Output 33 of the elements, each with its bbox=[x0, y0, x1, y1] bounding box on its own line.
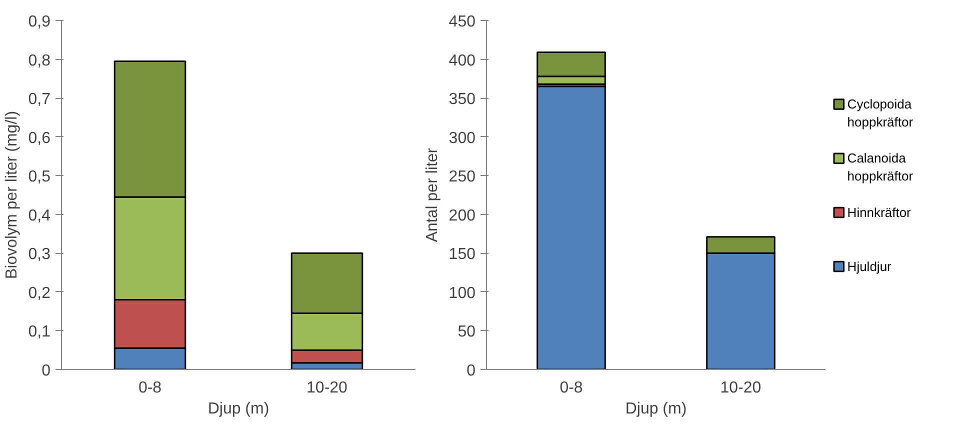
legend-label: Cyclopoida hoppkräftor bbox=[847, 96, 914, 130]
legend-label: Hinnkräftor bbox=[847, 204, 912, 220]
y-tick-label: 0,5 bbox=[28, 168, 51, 186]
y-tick-label: 0,2 bbox=[28, 284, 51, 302]
y-tick-label: 0,1 bbox=[28, 324, 51, 341]
y-tick-label: 350 bbox=[448, 91, 476, 108]
y-tick-label: 100 bbox=[448, 284, 476, 302]
y-tick-label: 0 bbox=[42, 362, 51, 380]
y-tick-label: 0,7 bbox=[28, 91, 51, 108]
y-tick-label: 300 bbox=[448, 130, 476, 147]
y-tick-label: 150 bbox=[448, 246, 476, 264]
y-tick-label: 250 bbox=[448, 168, 476, 186]
y-tick-label: 200 bbox=[448, 207, 476, 224]
y-axis-title: Antal per liter bbox=[424, 147, 441, 242]
y-tick-label: 0,9 bbox=[28, 14, 51, 30]
y-tick-label: 50 bbox=[458, 324, 476, 341]
x-tick-label: 10-20 bbox=[720, 380, 762, 396]
x-axis-title: Djup (m) bbox=[208, 400, 270, 418]
legend-label: Calanoida hoppkräftor bbox=[847, 150, 914, 184]
y-axis-title: Biovolym per liter (mg/l) bbox=[3, 110, 20, 280]
x-axis-title: Djup (m) bbox=[625, 400, 687, 418]
y-tick-label: 0,3 bbox=[28, 246, 51, 264]
y-tick-label: 0,6 bbox=[28, 130, 51, 147]
y-tick-label: 0,4 bbox=[28, 207, 51, 224]
x-tick-label: 0-8 bbox=[138, 380, 162, 396]
y-tick-label: 400 bbox=[448, 52, 476, 70]
legend-label: Hjuldjur bbox=[847, 259, 892, 274]
y-tick-label: 450 bbox=[448, 14, 476, 30]
bar bbox=[536, 86, 606, 370]
x-tick-label: 10-20 bbox=[306, 380, 348, 396]
y-tick-label: 0 bbox=[466, 362, 476, 380]
x-tick-label: 0-8 bbox=[560, 380, 583, 396]
y-tick-label: 0,8 bbox=[28, 52, 51, 70]
